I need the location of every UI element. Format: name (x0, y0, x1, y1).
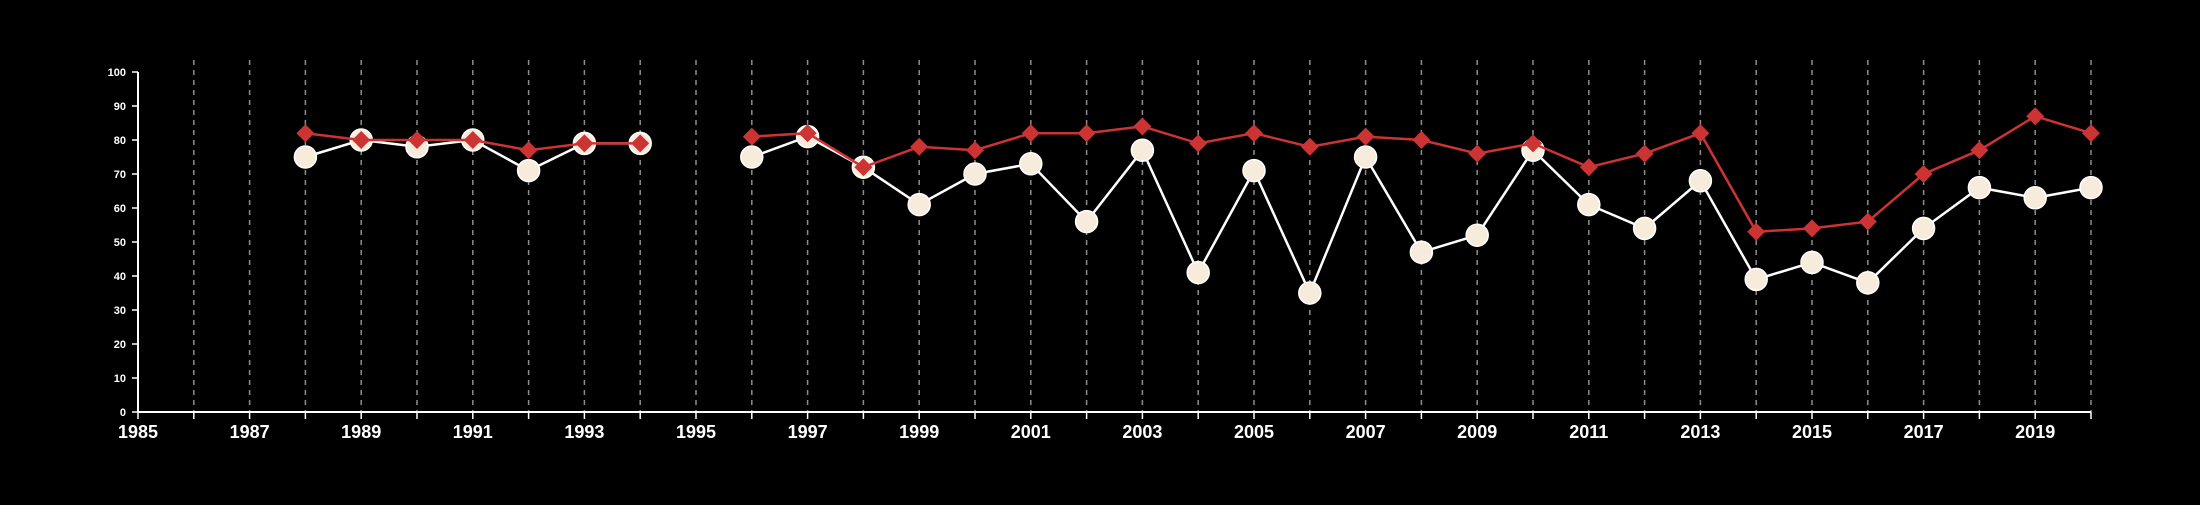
point-diamond (1747, 222, 1766, 241)
point-diamond (1970, 141, 1989, 160)
point-circle (1074, 209, 1099, 234)
x-tick-label: 2013 (1680, 422, 1720, 442)
x-tick-label: 1993 (564, 422, 604, 442)
point-circle (1465, 223, 1489, 247)
point-diamond (1356, 127, 1375, 146)
point-circle (2023, 186, 2047, 210)
axes: 0 10 20 30 40 50 60 70 80 90 100 1985 1987 1989 1991 19… (108, 67, 2092, 442)
point-circle (963, 162, 987, 186)
point-circle (1800, 250, 1824, 275)
y-tick-label: 100 (108, 67, 126, 79)
point-diamond (854, 158, 873, 177)
x-tick-label: 2015 (1792, 422, 1832, 442)
point-diamond (575, 134, 594, 153)
point-diamond (408, 131, 426, 149)
point-circle (293, 145, 318, 169)
y-tick-label: 60 (114, 203, 126, 215)
point-circle (907, 192, 931, 217)
series-red (296, 107, 2100, 241)
point-diamond (1803, 219, 1821, 238)
point-circle (1353, 145, 1378, 169)
point-diamond (1412, 131, 1431, 149)
point-circle (1019, 152, 1043, 176)
x-tick-label: 2005 (1234, 422, 1274, 442)
point-circle (1577, 192, 1601, 217)
x-tick-label: 2003 (1122, 422, 1162, 442)
point-circle (740, 145, 764, 169)
y-tick-label: 80 (114, 135, 126, 147)
y-tick-label: 0 (120, 407, 126, 419)
point-diamond (1858, 212, 1877, 231)
point-circle (1688, 169, 1713, 193)
grid-lines (193, 60, 2092, 412)
point-diamond (798, 124, 817, 143)
point-diamond (1691, 124, 1710, 143)
y-tick-label: 10 (114, 373, 126, 385)
point-circle (1967, 175, 1992, 200)
y-tick-label: 50 (114, 237, 126, 249)
data-series (293, 107, 2103, 305)
point-diamond (1133, 117, 1152, 136)
point-diamond (966, 141, 984, 160)
point-diamond (1635, 144, 1654, 163)
point-circle (1911, 216, 1936, 241)
point-diamond (1524, 134, 1542, 153)
point-diamond (1077, 124, 1096, 143)
point-diamond (296, 124, 315, 143)
point-circle (1744, 267, 1768, 292)
y-tick-label: 20 (114, 339, 126, 351)
point-diamond (1245, 124, 1263, 143)
x-tick-label: 2011 (1569, 422, 1608, 442)
y-tick-label: 90 (114, 101, 126, 113)
point-diamond (352, 131, 371, 149)
y-tick-label: 30 (114, 305, 126, 317)
x-tick-label: 1999 (899, 422, 939, 442)
x-tick-label: 2017 (1904, 422, 1944, 442)
point-circle (1130, 138, 1155, 162)
point-diamond (1579, 158, 1598, 177)
x-tick-label: 1995 (676, 422, 716, 442)
point-circle (516, 158, 541, 183)
x-tick-label: 1985 (118, 422, 158, 442)
point-circle (1242, 158, 1266, 183)
point-circle (1186, 260, 1210, 285)
point-diamond (1914, 165, 1933, 183)
x-tick-label: 1991 (453, 422, 493, 442)
y-tick-label: 70 (114, 169, 126, 181)
point-diamond (742, 127, 761, 146)
x-tick-label: 1997 (788, 422, 828, 442)
point-diamond (1021, 124, 1040, 143)
x-tick-label: 2001 (1011, 422, 1051, 442)
point-diamond (1468, 144, 1487, 163)
point-circle (1632, 216, 1657, 241)
x-tick-label: 2007 (1346, 422, 1386, 442)
point-diamond (2026, 107, 2045, 126)
point-diamond (2082, 124, 2100, 143)
point-diamond (910, 137, 929, 156)
point-circle (1409, 240, 1434, 264)
x-tick-label: 1989 (341, 422, 381, 442)
point-diamond (631, 134, 650, 153)
point-diamond (519, 141, 538, 160)
point-circle (1298, 281, 1322, 305)
x-tick-label: 1987 (230, 422, 270, 442)
point-diamond (1300, 137, 1319, 156)
y-tick-label: 40 (114, 271, 126, 283)
point-diamond (1189, 134, 1208, 153)
x-tick-label: 2019 (2015, 422, 2055, 442)
series-light (293, 124, 2103, 305)
point-diamond (463, 131, 482, 149)
point-circle (2079, 175, 2103, 200)
point-circle (1856, 271, 1880, 295)
x-tick-label: 2009 (1457, 422, 1497, 442)
